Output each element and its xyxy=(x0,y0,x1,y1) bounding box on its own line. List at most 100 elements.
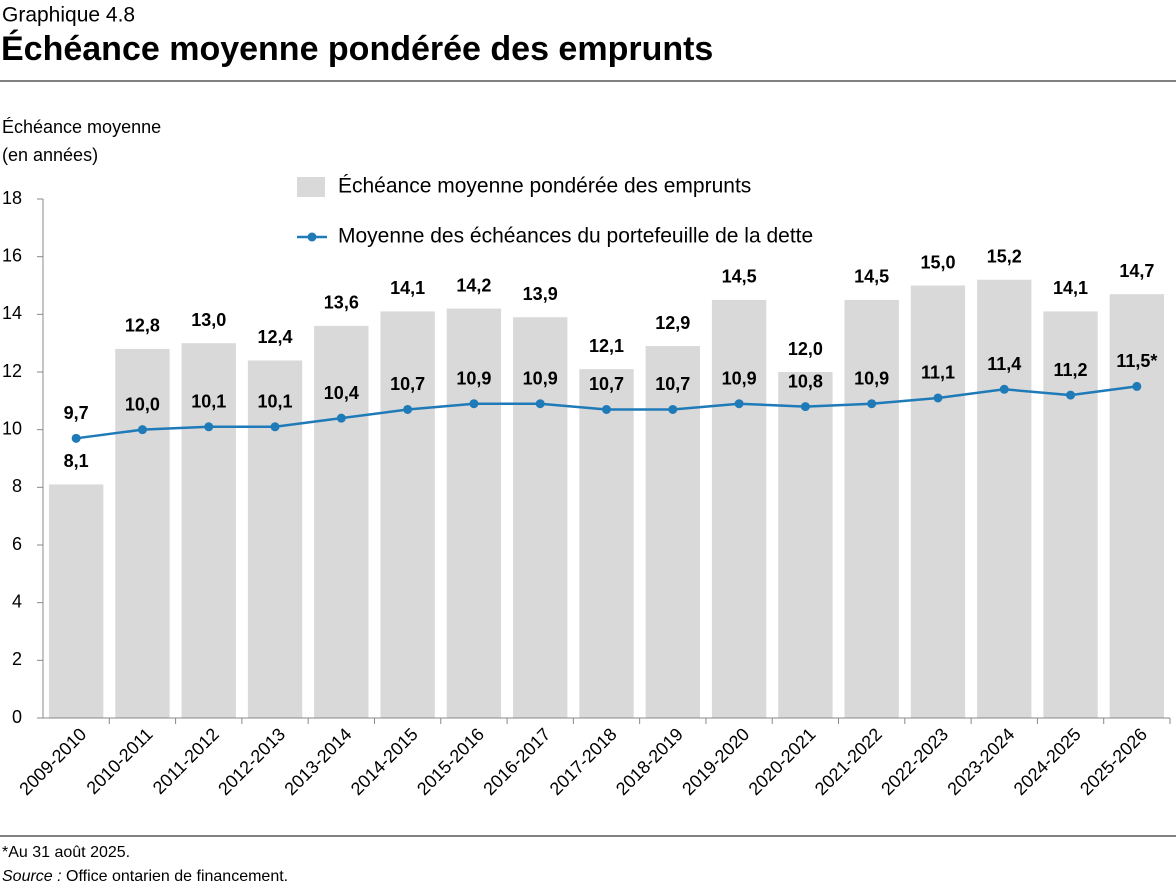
line-value-label: 10,1 xyxy=(258,392,293,412)
chart-title: Échéance moyenne pondérée des emprunts xyxy=(1,30,713,68)
line-point xyxy=(867,399,877,409)
bar xyxy=(513,317,568,718)
x-tick-label: 2021-2022 xyxy=(811,724,886,799)
line-point xyxy=(535,399,545,409)
bar xyxy=(48,484,104,718)
bar xyxy=(247,360,303,718)
x-tick-label: 2020-2021 xyxy=(745,724,820,799)
y-tick-label: 4 xyxy=(12,591,22,611)
bar-value-label: 15,2 xyxy=(987,246,1022,266)
line-point xyxy=(71,433,81,443)
x-tick-label: 2015-2016 xyxy=(413,724,488,799)
bar-value-label: 14,5 xyxy=(722,267,757,287)
bar xyxy=(645,346,700,718)
line-point xyxy=(469,399,479,409)
line-point xyxy=(668,404,678,414)
line-value-label: 10,0 xyxy=(125,394,160,414)
y-axis-label: (en années) xyxy=(2,145,98,165)
bar-value-label: 12,1 xyxy=(589,336,624,356)
line-value-label: 10,4 xyxy=(324,383,359,403)
y-tick-label: 2 xyxy=(12,649,22,669)
bar xyxy=(446,308,502,718)
bar-value-label: 14,1 xyxy=(390,278,425,298)
y-tick-label: 16 xyxy=(2,245,22,265)
bar xyxy=(778,372,833,718)
bar-value-label: 12,4 xyxy=(258,327,293,347)
x-tick-label: 2009-2010 xyxy=(15,724,90,799)
line-value-label: 9,7 xyxy=(64,403,89,423)
x-tick-label: 2023-2024 xyxy=(943,724,1018,799)
line-value-label: 11,4 xyxy=(987,354,1021,374)
line-point xyxy=(933,393,943,403)
x-tick-label: 2012-2013 xyxy=(214,724,289,799)
x-tick-label: 2024-2025 xyxy=(1010,724,1085,799)
y-tick-label: 0 xyxy=(12,707,22,727)
footnote: *Au 31 août 2025. xyxy=(2,844,130,861)
x-tick-label: 2018-2019 xyxy=(612,724,687,799)
y-tick-label: 6 xyxy=(12,534,22,554)
bar-value-label: 14,2 xyxy=(456,275,491,295)
bar-value-label: 8,1 xyxy=(64,451,89,471)
bar-value-label: 12,8 xyxy=(125,316,160,336)
line-point xyxy=(800,402,810,412)
line-value-label: 11,2 xyxy=(1054,360,1088,380)
line-point xyxy=(602,404,611,414)
line-value-label: 10,7 xyxy=(655,374,690,394)
bar-value-label: 13,9 xyxy=(523,284,558,304)
x-tick-label: 2017-2018 xyxy=(546,724,621,799)
line-point xyxy=(1066,390,1076,400)
line-point xyxy=(204,422,214,432)
line-point xyxy=(403,404,413,414)
bar xyxy=(711,299,767,718)
line-point xyxy=(137,425,147,435)
legend-swatch xyxy=(297,177,325,197)
bar-value-label: 14,7 xyxy=(1119,261,1154,281)
line-value-label: 10,8 xyxy=(788,371,823,391)
y-tick-label: 8 xyxy=(12,476,22,496)
line-value-label: 11,5* xyxy=(1116,351,1157,371)
bar xyxy=(844,299,899,718)
y-axis-label: Échéance moyenne xyxy=(2,117,161,137)
source: Source : Office ontarien de financement. xyxy=(2,868,288,885)
source-text: Office ontarien de financement. xyxy=(66,868,288,885)
bar-value-label: 15,0 xyxy=(920,252,955,272)
y-tick-label: 18 xyxy=(2,188,22,208)
bar xyxy=(1043,311,1098,718)
x-tick-label: 2010-2011 xyxy=(83,724,157,798)
x-tick-label: 2019-2020 xyxy=(678,724,753,799)
bar-value-label: 13,6 xyxy=(324,293,359,313)
line-point xyxy=(336,413,346,423)
bar xyxy=(380,311,435,718)
line-value-label: 10,9 xyxy=(854,368,889,388)
y-tick-label: 10 xyxy=(2,418,22,438)
line-value-label: 10,7 xyxy=(390,374,425,394)
bar-value-label: 14,5 xyxy=(854,267,889,287)
source-label: Source : xyxy=(2,868,62,885)
bar-value-label: 13,0 xyxy=(191,310,226,330)
line-point xyxy=(999,384,1009,394)
line-value-label: 10,1 xyxy=(191,392,226,412)
line-point xyxy=(734,399,744,409)
legend-swatch xyxy=(307,232,317,242)
line-value-label: 10,7 xyxy=(589,374,624,394)
legend-label: Échéance moyenne pondérée des emprunts xyxy=(338,175,751,198)
chart-label: Graphique 4.8 xyxy=(2,4,135,27)
bar xyxy=(115,348,170,718)
bar-value-label: 12,9 xyxy=(655,313,690,333)
bar-value-label: 12,0 xyxy=(788,339,823,359)
x-tick-label: 2022-2023 xyxy=(877,724,952,799)
line-point xyxy=(270,422,280,432)
line-value-label: 11,1 xyxy=(921,363,955,383)
legend-label: Moyenne des échéances du portefeuille de… xyxy=(338,225,813,248)
bar xyxy=(1109,294,1165,718)
x-tick-label: 2011-2012 xyxy=(149,724,223,798)
bar xyxy=(314,325,369,718)
line-value-label: 10,9 xyxy=(523,368,558,388)
bar xyxy=(579,369,634,718)
bar xyxy=(977,279,1032,718)
x-tick-label: 2025-2026 xyxy=(1076,724,1151,799)
x-tick-label: 2016-2017 xyxy=(479,724,554,799)
bar-value-label: 14,1 xyxy=(1053,278,1088,298)
bar xyxy=(181,343,236,718)
